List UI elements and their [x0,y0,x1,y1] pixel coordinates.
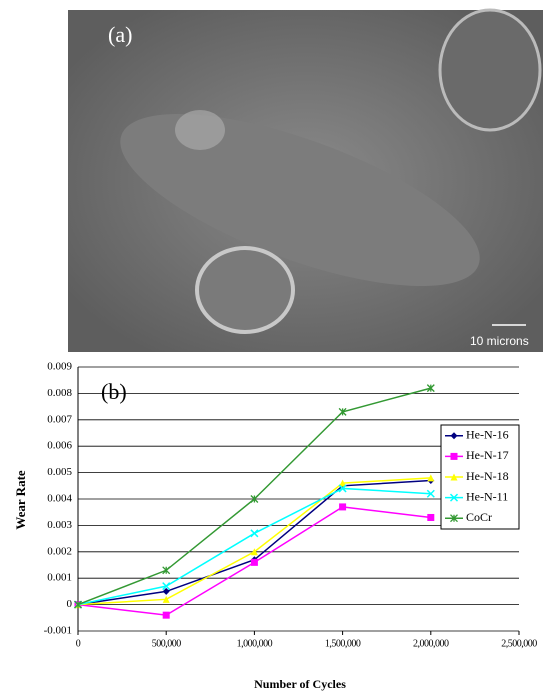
marker [250,495,259,503]
marker [162,582,171,591]
panel-label: (b) [101,379,127,404]
marker [162,595,170,603]
y-tick-label: 0.003 [47,519,72,531]
cell-edge [438,8,542,132]
y-tick-label: 0.001 [47,572,72,584]
y-tick-label: 0.007 [47,413,72,425]
marker [162,566,171,575]
y-tick-label: 0.006 [47,440,72,452]
legend-marker [449,493,459,502]
legend-label: He-N-18 [466,469,509,483]
y-axis-title: Wear Rate [13,470,28,530]
x-tick-label: 1,000,000 [237,638,273,649]
x-tick-label: 1,500,000 [325,638,361,649]
marker [74,600,82,609]
micrograph: (a) 10 microns [68,8,543,352]
scale-label: 10 microns [470,334,529,348]
marker [162,587,170,595]
marker [338,484,347,493]
chart: -0.001 0 0.001 0.002 0.003 0.004 0.005 0.006 0.0… [13,361,538,691]
panel-label: (a) [108,22,132,47]
marker [427,474,435,482]
y-tick-label: 0.002 [47,545,72,557]
marker [427,513,435,521]
marker [250,558,258,566]
legend-marker [450,432,458,440]
legend-marker [450,473,458,481]
debris [175,110,225,150]
cell-body [120,113,480,287]
legend-label: He-N-16 [466,428,509,442]
marker [250,529,259,538]
y-tick-label: 0.004 [47,493,72,505]
x-tick-label: 2,500,000 [501,638,537,649]
marker [426,384,435,393]
legend-label: He-N-17 [466,448,509,462]
x-axis-title: Number of Cycles [254,677,346,691]
x-tick-label: 500,000 [152,638,182,649]
marker [426,489,435,498]
cell-edge [195,246,295,334]
y-tick-label: 0.005 [47,466,72,478]
marker [250,548,258,556]
y-tick-label: 0 [67,598,73,610]
marker [339,503,347,511]
y-tick-label: 0.009 [47,361,72,373]
marker [338,407,347,416]
marker [162,611,170,619]
y-tick-label: 0.008 [47,387,72,399]
legend-marker [450,452,458,460]
legend-marker [450,514,458,523]
x-tick-label: 0 [76,638,81,649]
legend-label: He-N-11 [466,489,508,503]
y-tick-label: -0.001 [44,625,72,637]
marker [339,479,347,487]
x-tick-label: 2,000,000 [413,638,449,649]
legend-label: CoCr [466,510,492,524]
